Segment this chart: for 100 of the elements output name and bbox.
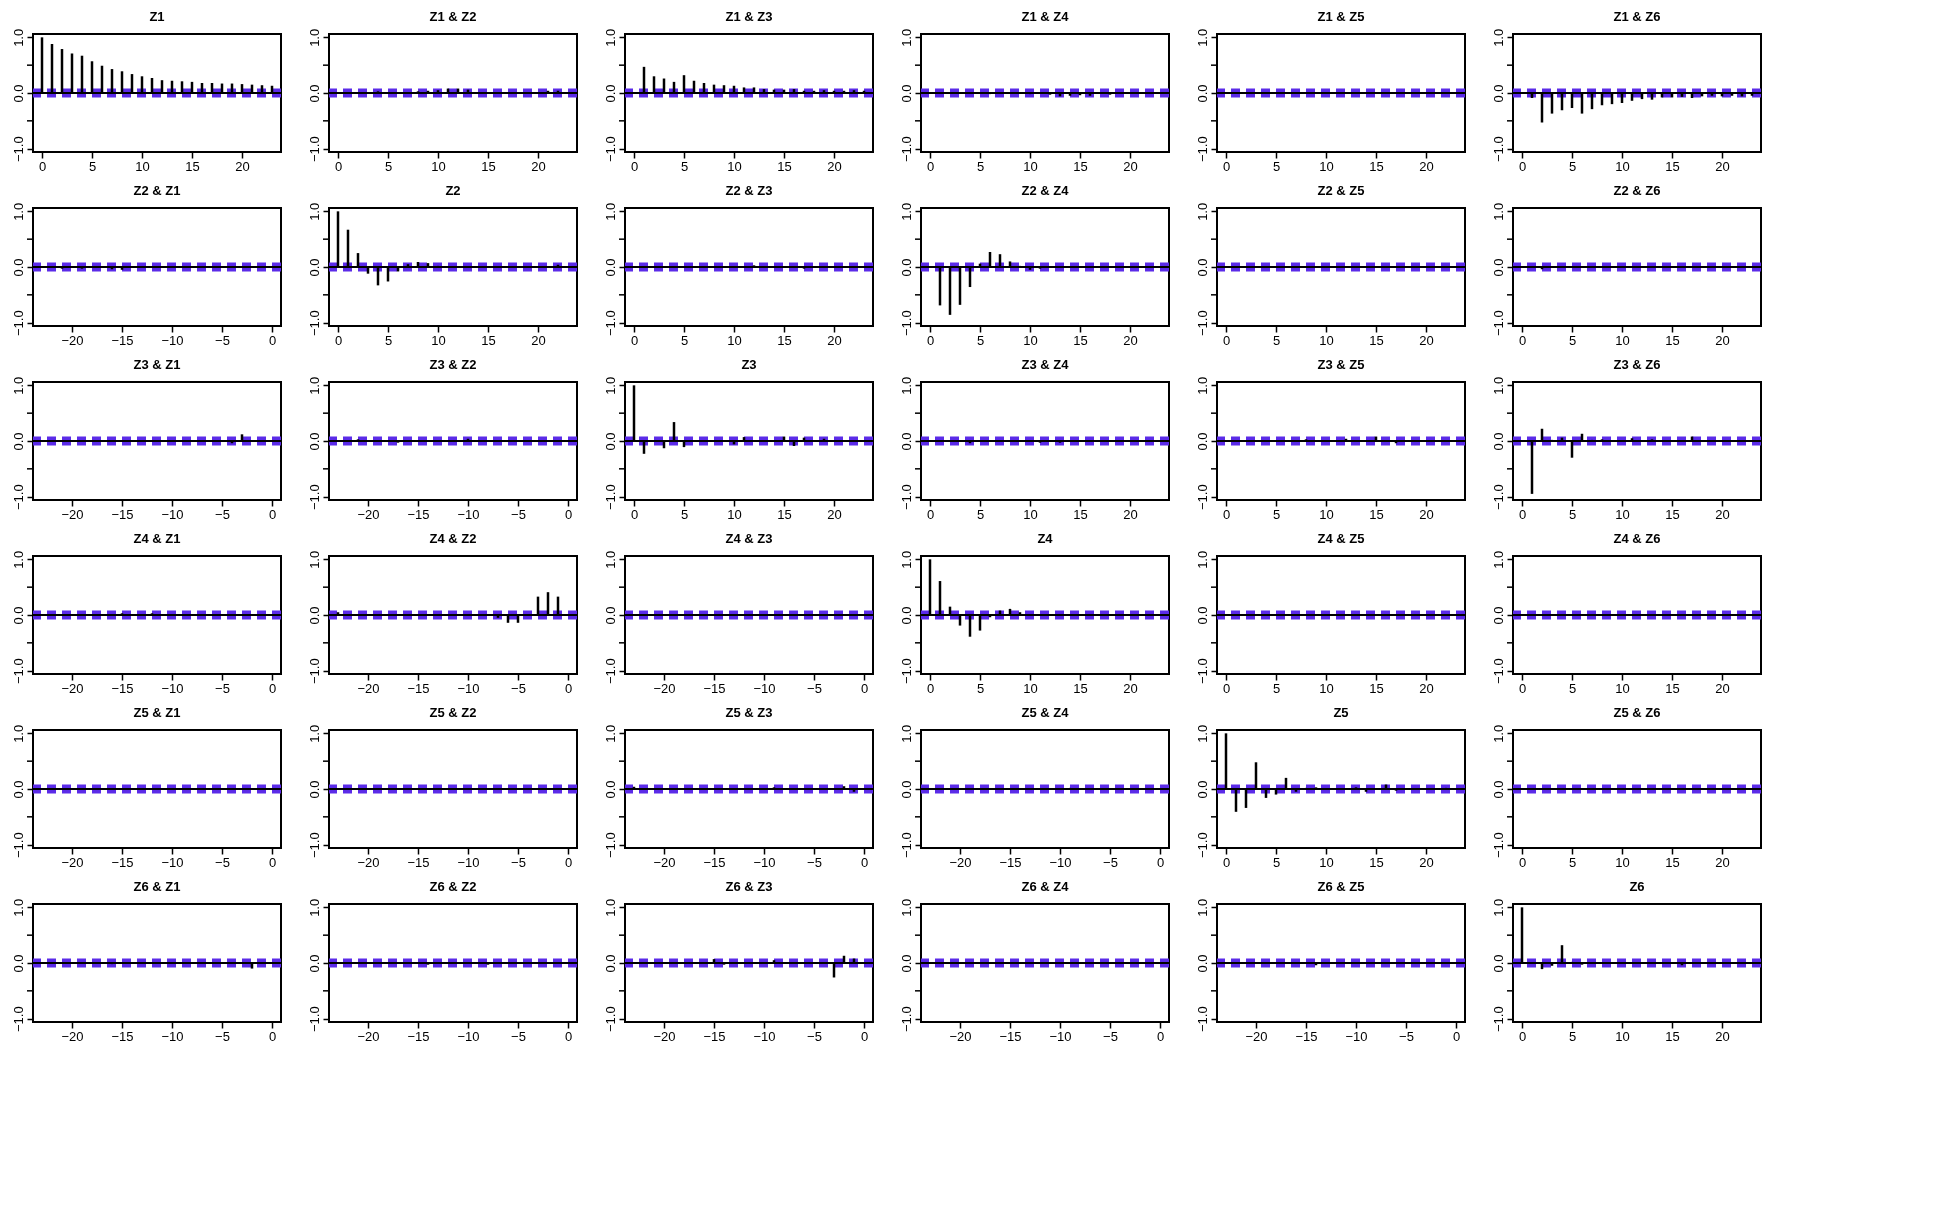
chart-title: Z5 & Z3 xyxy=(725,705,773,721)
y-tick-label: −1.0 xyxy=(1490,136,1506,162)
y-tick-label: 1.0 xyxy=(1490,724,1506,743)
chart-title: Z5 xyxy=(1333,705,1349,721)
x-tick-label: −5 xyxy=(511,1028,526,1044)
x-tick-label: 15 xyxy=(1369,506,1384,522)
y-tick-label: −1.0 xyxy=(306,658,322,684)
x-tick-label: −5 xyxy=(215,506,230,522)
x-tick-label: −20 xyxy=(61,332,84,348)
x-tick-label: 20 xyxy=(1419,680,1434,696)
x-tick-label: 0 xyxy=(1156,1028,1165,1044)
y-tick-label: 1.0 xyxy=(10,550,26,569)
x-tick-label: 0 xyxy=(268,1028,277,1044)
x-tick-label: 10 xyxy=(135,158,150,174)
y-tick-label: 0.0 xyxy=(306,606,322,625)
x-tick-label: 10 xyxy=(431,158,446,174)
y-tick-label: 0.0 xyxy=(306,954,322,973)
y-tick-label: 1.0 xyxy=(1490,28,1506,47)
x-tick-label: 0 xyxy=(38,158,47,174)
x-tick-label: 10 xyxy=(1615,332,1630,348)
x-tick-label: 0 xyxy=(1518,332,1527,348)
chart-title: Z1 & Z6 xyxy=(1613,9,1661,25)
y-tick-label: 0.0 xyxy=(306,258,322,277)
x-tick-label: 10 xyxy=(1023,506,1038,522)
x-tick-label: 0 xyxy=(630,506,639,522)
y-tick-label: 0.0 xyxy=(1194,606,1210,625)
y-tick-label: 1.0 xyxy=(602,202,618,221)
y-tick-label: −1.0 xyxy=(1194,484,1210,510)
x-tick-label: 15 xyxy=(1665,158,1680,174)
y-tick-label: 0.0 xyxy=(602,954,618,973)
chart-title: Z2 & Z5 xyxy=(1317,183,1365,199)
chart-title: Z6 & Z2 xyxy=(429,879,477,895)
y-tick-label: 1.0 xyxy=(1194,898,1210,917)
x-tick-label: 0 xyxy=(926,158,935,174)
x-tick-label: 20 xyxy=(1123,506,1138,522)
y-tick-label: 1.0 xyxy=(602,898,618,917)
x-tick-label: −20 xyxy=(61,680,84,696)
chart-title: Z5 & Z2 xyxy=(429,705,477,721)
x-tick-label: 5 xyxy=(1272,854,1281,870)
x-tick-label: 5 xyxy=(1568,506,1577,522)
y-tick-label: 1.0 xyxy=(1194,202,1210,221)
x-tick-label: −15 xyxy=(111,1028,134,1044)
x-tick-label: 15 xyxy=(1665,1028,1680,1044)
y-tick-label: 1.0 xyxy=(1194,376,1210,395)
y-tick-label: 0.0 xyxy=(1194,432,1210,451)
y-tick-label: 0.0 xyxy=(10,432,26,451)
y-tick-label: −1.0 xyxy=(10,310,26,336)
x-tick-label: 10 xyxy=(1023,158,1038,174)
x-tick-label: −10 xyxy=(161,854,184,870)
y-tick-label: 1.0 xyxy=(306,724,322,743)
y-tick-label: −1.0 xyxy=(1194,136,1210,162)
x-tick-label: 20 xyxy=(827,158,842,174)
x-tick-label: −10 xyxy=(753,680,776,696)
y-tick-label: 1.0 xyxy=(1490,376,1506,395)
y-tick-label: 1.0 xyxy=(898,28,914,47)
x-tick-label: 10 xyxy=(727,158,742,174)
x-tick-label: 20 xyxy=(1123,680,1138,696)
x-tick-label: 0 xyxy=(1222,854,1231,870)
y-tick-label: 0.0 xyxy=(1490,780,1506,799)
x-tick-label: 20 xyxy=(1715,158,1730,174)
x-tick-label: 5 xyxy=(384,158,393,174)
x-tick-label: −15 xyxy=(1295,1028,1318,1044)
x-tick-label: 5 xyxy=(88,158,97,174)
x-tick-label: 5 xyxy=(1272,332,1281,348)
chart-title: Z6 & Z4 xyxy=(1021,879,1070,895)
x-tick-label: −5 xyxy=(511,506,526,522)
x-tick-label: −15 xyxy=(407,680,430,696)
x-tick-label: −10 xyxy=(457,680,480,696)
y-tick-label: 0.0 xyxy=(898,780,914,799)
x-tick-label: 5 xyxy=(680,506,689,522)
x-tick-label: 5 xyxy=(384,332,393,348)
y-tick-label: −1.0 xyxy=(10,484,26,510)
x-tick-label: 10 xyxy=(1023,332,1038,348)
chart-title: Z4 & Z1 xyxy=(133,531,181,547)
y-tick-label: 1.0 xyxy=(898,898,914,917)
chart-title: Z3 & Z5 xyxy=(1317,357,1365,373)
x-tick-label: 20 xyxy=(1419,158,1434,174)
x-tick-label: 0 xyxy=(1518,158,1527,174)
y-tick-label: −1.0 xyxy=(1194,832,1210,858)
chart-title: Z2 & Z4 xyxy=(1021,183,1070,199)
x-tick-label: −10 xyxy=(753,854,776,870)
x-tick-label: 0 xyxy=(1518,506,1527,522)
chart-title: Z4 & Z3 xyxy=(725,531,773,547)
y-tick-label: −1.0 xyxy=(898,658,914,684)
y-tick-label: −1.0 xyxy=(10,1006,26,1032)
chart-title: Z3 & Z6 xyxy=(1613,357,1661,373)
y-tick-label: 0.0 xyxy=(898,432,914,451)
x-tick-label: 0 xyxy=(1222,506,1231,522)
x-tick-label: 10 xyxy=(1615,680,1630,696)
chart-title: Z1 & Z5 xyxy=(1317,9,1365,25)
y-tick-label: −1.0 xyxy=(602,136,618,162)
x-tick-label: 15 xyxy=(1369,854,1384,870)
y-tick-label: 1.0 xyxy=(898,202,914,221)
x-tick-label: −10 xyxy=(1049,854,1072,870)
x-tick-label: −10 xyxy=(753,1028,776,1044)
y-tick-label: 0.0 xyxy=(306,780,322,799)
x-tick-label: 5 xyxy=(1568,1028,1577,1044)
x-tick-label: 15 xyxy=(1369,158,1384,174)
x-tick-label: 20 xyxy=(1715,332,1730,348)
y-tick-label: −1.0 xyxy=(602,1006,618,1032)
